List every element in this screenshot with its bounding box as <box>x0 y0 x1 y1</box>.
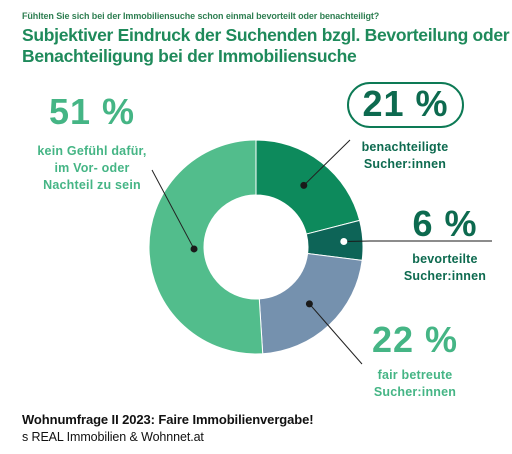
slice-label-line: benachteiligte <box>361 140 449 154</box>
footer-title: Wohnumfrage II 2023: Faire Immobilienver… <box>22 412 314 427</box>
leader-dot <box>190 245 198 253</box>
slice-kein-gefuehl <box>148 139 264 355</box>
donut-slices <box>148 139 364 355</box>
leader-line <box>151 169 195 250</box>
highlight-pill <box>347 82 464 128</box>
slice-label-line: fair betreute <box>377 368 453 382</box>
footer-source: s REAL Immobilien & Wohnnet.at <box>22 430 204 444</box>
slice-label-line: im Vor- oder <box>54 161 130 175</box>
chart-title-line-2: Benachteiligung bei der Immobiliensuche <box>22 46 357 66</box>
slice-label-line: kein Gefühl dafür, <box>37 144 147 158</box>
leader-dot <box>300 181 308 189</box>
chart-title-line-1: Subjektiver Eindruck der Suchenden bzgl.… <box>22 25 510 45</box>
pct-label-bevorteilt: 6 % <box>412 203 478 244</box>
slice-label-fair: fair betreute Sucher:innen <box>340 367 490 401</box>
pct-label-fair: 22 % <box>371 319 459 360</box>
leader-lines <box>151 139 492 365</box>
leader-dot <box>340 237 348 245</box>
slice-label-kein-gefuehl: kein Gefühl dafür, im Vor- oder Nachteil… <box>22 143 162 194</box>
slice-label-line: bevorteilte <box>412 252 478 266</box>
chart-title: Subjektiver Eindruck der Suchenden bzgl.… <box>22 25 510 67</box>
slice-label-line: Sucher:innen <box>373 385 457 399</box>
slice-label-line: Nachteil zu sein <box>43 178 141 192</box>
leader-dot <box>305 300 313 308</box>
slice-label-bevorteilt: bevorteilte Sucher:innen <box>380 251 510 285</box>
slice-label-line: Sucher:innen <box>363 157 447 171</box>
pct-label-kein-gefuehl: 51 % <box>48 91 136 132</box>
leader-line <box>309 303 363 365</box>
leader-line <box>303 139 351 186</box>
pct-label-benachteiligt: 21 % <box>362 83 449 124</box>
slice-benachteiligt <box>255 139 361 235</box>
slice-label-line: Sucher:innen <box>403 269 487 283</box>
slice-label-benachteiligt: benachteiligte Sucher:innen <box>330 139 480 173</box>
survey-question: Fühlten Sie sich bei der Immobiliensuche… <box>22 11 380 21</box>
